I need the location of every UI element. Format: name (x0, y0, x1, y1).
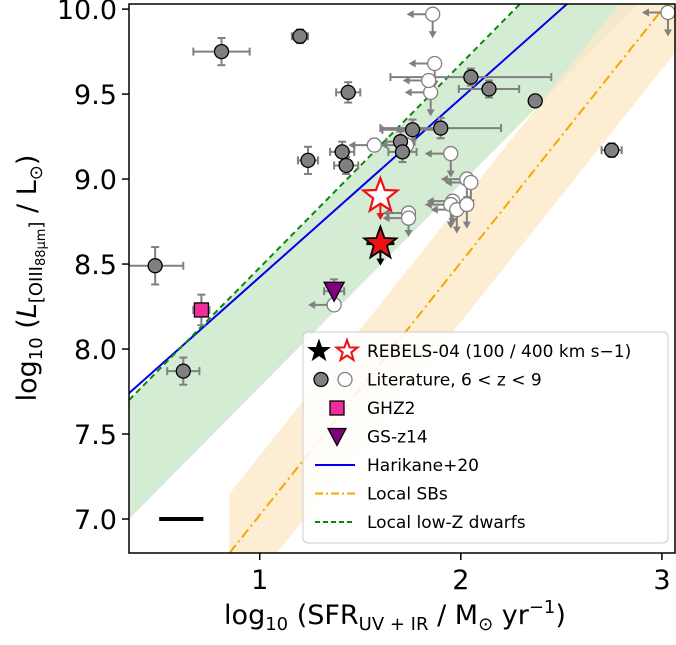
limit-arrowhead (444, 178, 452, 187)
literature-open-point (425, 6, 441, 22)
limit-arrowhead (426, 109, 435, 117)
literature-filled-point (292, 28, 308, 44)
y-tick-label: 7.5 (74, 420, 117, 451)
literature-open-point (427, 55, 443, 72)
literature-filled-point (603, 142, 620, 158)
y-axis-title: log10 (L[OIII88μm] / L⊙) (12, 155, 49, 402)
limit-arrowhead (446, 221, 455, 229)
legend-label: GHZ2 (367, 399, 415, 419)
y-tick-label: 8.5 (74, 250, 117, 281)
limit-arrowhead (440, 175, 448, 184)
limit-arrowhead (462, 221, 471, 229)
axes-frame (128, 3, 676, 554)
limit-arrowhead (408, 59, 416, 68)
literature-filled-point (481, 81, 497, 97)
axis-ticks: 1 2 3 7.0 7.5 8.0 8.5 9.0 9.5 10.0 (57, 0, 671, 596)
legend-box (302, 331, 669, 544)
limit-arrowhead (424, 200, 432, 209)
legend-label: Local low-Z dwarfs (367, 513, 526, 533)
literature-filled-point (394, 144, 411, 160)
limit-arrowhead (376, 213, 385, 221)
legend: REBELS-04 (100 / 400 km s−1) Literature, … (302, 331, 669, 544)
y-tick-label: 9.0 (74, 165, 117, 196)
literature-open-point (660, 4, 676, 21)
y-tick-label: 10.0 (57, 0, 117, 26)
limit-arrowhead (382, 214, 390, 223)
legend-circle-open (337, 371, 353, 388)
rebels04-filled-star (361, 224, 400, 260)
limit-arrowhead (430, 205, 438, 214)
limit-arrowhead (452, 226, 461, 234)
literature-open-point (459, 196, 475, 213)
legend-label: GS-z14 (367, 428, 428, 448)
legend-square (329, 400, 345, 416)
limit-arrowhead (663, 29, 672, 37)
rebels04-open-star (360, 174, 401, 214)
literature-filled-point (404, 122, 421, 138)
dwarfs-band (129, 4, 639, 520)
limit-arrowhead (641, 8, 649, 17)
limit-arrowhead (402, 76, 410, 85)
limit-arrowhead (424, 149, 432, 158)
gsz14-marker (323, 281, 346, 303)
literature-open-point (366, 137, 382, 153)
data-markers (147, 4, 676, 522)
x-tick-label: 1 (251, 565, 268, 596)
plot-frame (128, 3, 676, 554)
literature-open-point (400, 210, 417, 226)
legend-label: Harikane+20 (367, 456, 479, 476)
x-tick-label: 2 (452, 565, 469, 596)
literature-filled-point (463, 69, 479, 85)
literature-filled-point (527, 93, 543, 109)
y-tick-label: 9.5 (74, 80, 117, 111)
x-tick-label: 3 (653, 565, 670, 596)
literature-filled-point (334, 144, 350, 160)
limit-arrowhead (428, 31, 437, 39)
limit-arrowhead (308, 300, 316, 309)
legend-circle-filled (313, 371, 329, 388)
legend-label: Local SBs (367, 485, 448, 505)
legend-label: REBELS-04 (100 / 400 km s−1) (367, 342, 631, 362)
literature-filled-point (300, 152, 316, 169)
limit-arrowhead (376, 258, 385, 266)
literature-filled-point (213, 43, 230, 60)
y-tick-label: 8.0 (74, 335, 117, 366)
limit-arrowhead (382, 209, 390, 218)
ghz2-marker (193, 302, 210, 318)
limit-arrowhead (348, 141, 356, 150)
limit-arrowhead (404, 230, 413, 238)
legend-star-open (333, 336, 361, 363)
limit-arrowhead (446, 170, 455, 178)
literature-filled-point (340, 84, 356, 101)
literature-open-point (463, 174, 479, 191)
x-axis-title: log10 (SFRUV + IR / M⊙ yr−1) (224, 597, 566, 635)
legend-star-filled (307, 338, 331, 362)
literature-filled-point (147, 258, 163, 274)
literature-filled-point (433, 120, 449, 136)
y-tick-label: 7.0 (74, 505, 117, 536)
literature-open-point (420, 72, 437, 89)
legend-triangle (326, 427, 348, 447)
limit-arrowhead (404, 88, 412, 97)
literature-filled-point (175, 363, 191, 379)
literature-filled-point (338, 157, 354, 174)
limit-arrowhead (426, 197, 434, 206)
legend-label: Literature, 6 < z < 9 (367, 371, 542, 391)
literature-open-point (443, 145, 459, 162)
limit-arrowhead (406, 10, 414, 19)
